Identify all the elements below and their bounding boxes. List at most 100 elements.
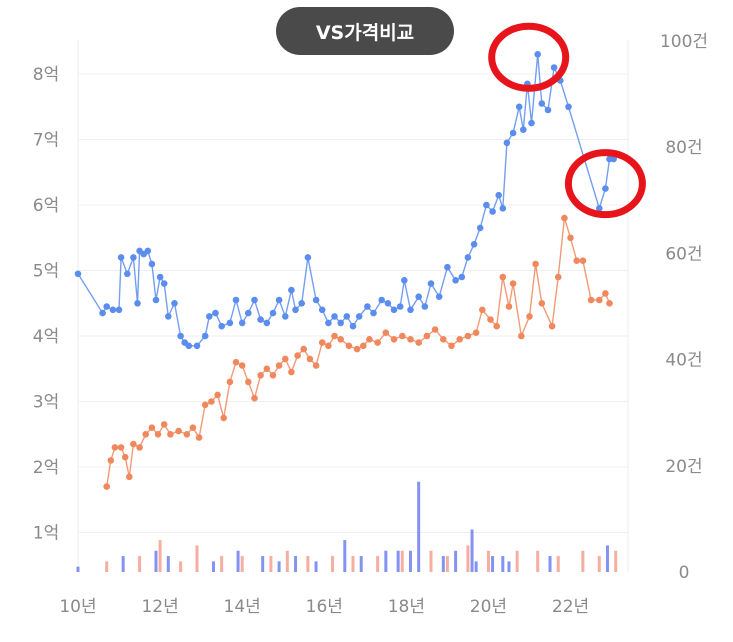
price-point (534, 51, 541, 58)
price-point (165, 313, 172, 320)
price-point (515, 103, 523, 111)
price-point (251, 296, 258, 304)
price-point (136, 444, 143, 451)
price-point (456, 336, 464, 343)
vs-price-compare-label: VS가격비교 (315, 21, 415, 44)
volume-bar (614, 550, 618, 572)
y-left-tick-label: 5억 (33, 262, 59, 282)
x-tick-label: 16년 (306, 597, 343, 617)
volume-bar (536, 550, 540, 572)
price-point (579, 257, 587, 265)
price-point (353, 345, 361, 353)
price-point (565, 103, 572, 111)
volume-bar (417, 481, 421, 572)
price-point (111, 444, 119, 451)
price-point (548, 322, 556, 330)
price-point (269, 372, 277, 379)
x-tick-label: 22년 (552, 597, 589, 617)
price-point (526, 313, 533, 320)
volume-bar (138, 556, 142, 572)
volume-bar (491, 556, 495, 572)
price-point (355, 313, 363, 320)
volume-bar (76, 566, 80, 572)
volume-bar (400, 550, 404, 572)
price-point (458, 273, 466, 281)
price-point (479, 306, 486, 314)
price-point (509, 129, 517, 137)
volume-bar (195, 545, 199, 572)
price-point (238, 319, 246, 327)
price-point (201, 401, 209, 409)
volume-bar (384, 550, 388, 572)
price-point (444, 263, 451, 271)
highlight-circle (564, 149, 646, 219)
price-point (606, 300, 613, 307)
price-point (495, 191, 503, 199)
price-point (470, 241, 478, 248)
price-point (189, 424, 197, 432)
price-point (257, 316, 264, 323)
price-point (318, 306, 326, 314)
price-point (499, 273, 507, 281)
y-right-tick-label: 80건 (665, 138, 702, 158)
price-point (193, 342, 201, 350)
price-point (554, 273, 562, 281)
price-point (427, 280, 435, 287)
price-point (476, 224, 484, 232)
price-point (561, 214, 568, 222)
price-point (337, 319, 345, 327)
volume-bar (105, 561, 109, 572)
volume-bar (211, 561, 215, 572)
price-point (130, 440, 137, 448)
price-point (538, 300, 546, 307)
price-point (117, 254, 125, 261)
volume-bar (429, 550, 433, 572)
volume-bar (294, 556, 298, 572)
price-point (374, 339, 381, 346)
volume-bar (396, 550, 400, 572)
price-point (343, 313, 351, 320)
x-tick-label: 14년 (224, 597, 261, 617)
volume-bar (376, 556, 380, 572)
price-point (520, 126, 527, 133)
price-point (300, 345, 308, 353)
price-point (505, 303, 513, 310)
price-point (206, 313, 213, 320)
price-point (325, 319, 332, 327)
price-point (602, 185, 609, 192)
price-point (573, 257, 580, 265)
y-left-tick-label: 7억 (33, 131, 59, 151)
price-point (220, 414, 227, 422)
y-right-tick-label: 40건 (665, 351, 702, 371)
price-point (421, 303, 429, 310)
price-point (134, 300, 141, 307)
price-point (156, 273, 164, 281)
price-point (257, 372, 264, 379)
volume-bar (121, 556, 125, 572)
volume-bar (240, 556, 244, 572)
price-point (238, 362, 246, 369)
price-point (294, 352, 301, 359)
price-point (177, 332, 184, 340)
vs-price-compare-button[interactable]: VS가격비교 (276, 7, 454, 55)
price-point (109, 306, 117, 314)
y-left-tick-label: 6억 (33, 196, 59, 216)
price-point (282, 355, 289, 363)
y-right-tick-label: 0 (679, 563, 690, 583)
price-point (610, 155, 617, 163)
x-tick-label: 10년 (59, 597, 96, 617)
price-point (160, 421, 168, 428)
price-point (171, 300, 178, 307)
price-point (532, 260, 539, 268)
price-point (232, 358, 240, 366)
x-tick-label: 12년 (141, 597, 178, 617)
volume-bar (179, 561, 183, 572)
price-point (384, 300, 392, 307)
price-point (528, 119, 535, 127)
price-point (312, 362, 320, 369)
price-point (226, 319, 234, 327)
price-point (337, 336, 345, 343)
x-tick-label: 20년 (470, 597, 507, 617)
price-point (396, 303, 404, 310)
